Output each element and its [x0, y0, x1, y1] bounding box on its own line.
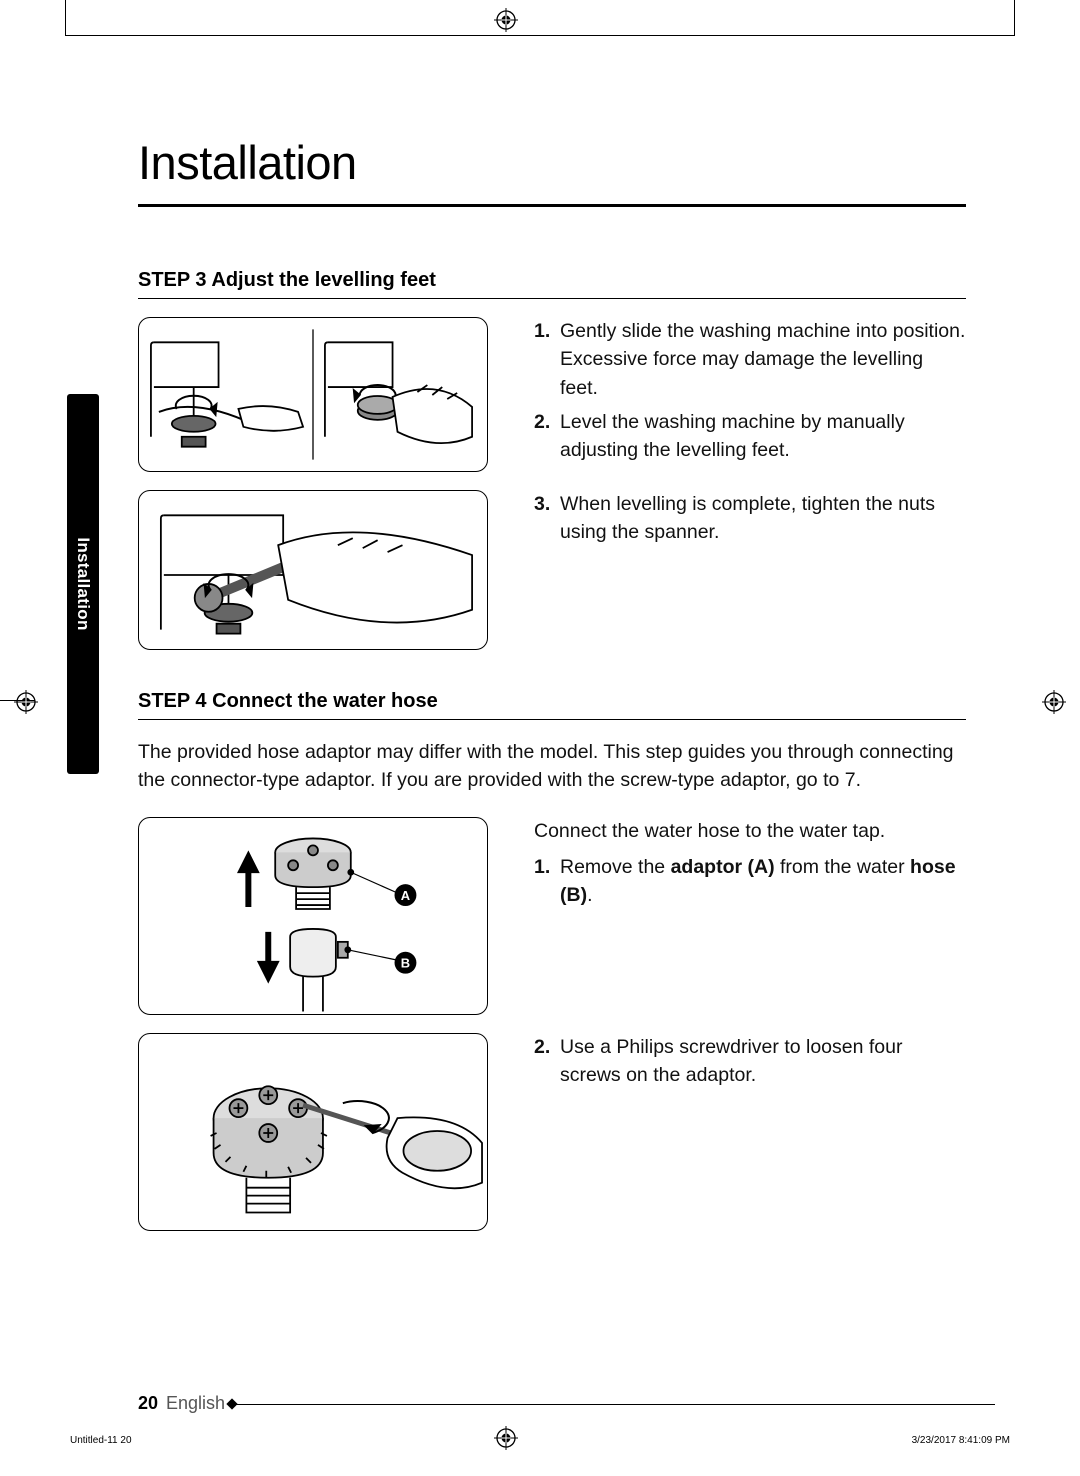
step3-illustration-2	[138, 490, 488, 650]
step4-title: Connect the water hose	[212, 690, 438, 712]
step4-illustration-2	[138, 1033, 488, 1231]
step3-text-2: 3.When levelling is complete, tighten th…	[534, 490, 966, 650]
registration-mark-icon	[1042, 690, 1066, 714]
registration-mark-icon	[494, 1426, 518, 1450]
screwdriver-adaptor-diagram-icon	[139, 1033, 487, 1231]
label-a: A	[401, 888, 410, 903]
footer-rule	[236, 1404, 995, 1405]
step3-row2: 3.When levelling is complete, tighten th…	[138, 490, 966, 650]
step4-text-2: 2.Use a Philips screwdriver to loosen fo…	[534, 1033, 966, 1231]
step4-heading: STEP 4 Connect the water hose	[138, 690, 966, 720]
page-number: 20	[138, 1393, 158, 1414]
content-area: Installation STEP 3 Adjust the levelling…	[138, 135, 966, 1249]
crop-mark	[1014, 0, 1015, 35]
print-meta-left: Untitled-11 20	[70, 1435, 132, 1446]
registration-mark-icon	[14, 690, 38, 714]
step4-row1: A B Connect the water hose to the water …	[138, 817, 966, 1015]
crop-mark	[65, 35, 1015, 36]
step3-title: Adjust the levelling feet	[211, 269, 435, 291]
step4-text-1: Connect the water hose to the water tap.…	[534, 817, 966, 1015]
section-tab: Installation	[67, 394, 99, 774]
step4-prefix: STEP 4	[138, 690, 207, 712]
step3-text-1: 1.Gently slide the washing machine into …	[534, 317, 966, 472]
section-tab-label: Installation	[73, 537, 93, 630]
step4-item1-text: Remove the adaptor (A) from the water ho…	[560, 856, 956, 906]
label-b: B	[401, 955, 410, 970]
step3-prefix: STEP 3	[138, 269, 207, 291]
print-meta-right: 3/23/2017 8:41:09 PM	[912, 1435, 1010, 1446]
step3-row1: 1.Gently slide the washing machine into …	[138, 317, 966, 472]
footer-diamond-icon	[226, 1398, 237, 1409]
step3-illustration-1	[138, 317, 488, 472]
page-title: Installation	[138, 135, 966, 207]
step4-row2: 2.Use a Philips screwdriver to loosen fo…	[138, 1033, 966, 1231]
page: Installation Installation STEP 3 Adjust …	[0, 0, 1080, 1476]
step4-illustration-1: A B	[138, 817, 488, 1015]
tighten-nuts-diagram-icon	[139, 490, 487, 650]
list-item: 2.Use a Philips screwdriver to loosen fo…	[560, 1033, 966, 1090]
list-item: 3.When levelling is complete, tighten th…	[560, 490, 966, 547]
crop-mark	[65, 0, 66, 35]
list-item: 2.Level the washing machine by manually …	[560, 408, 966, 465]
footer-language: English	[166, 1393, 225, 1414]
step4-intro: The provided hose adaptor may differ wit…	[138, 738, 966, 795]
registration-mark-icon	[494, 8, 518, 32]
hose-adaptor-diagram-icon: A B	[139, 817, 487, 1015]
levelling-feet-diagram-icon	[139, 317, 487, 472]
step3-heading: STEP 3 Adjust the levelling feet	[138, 269, 966, 299]
list-item: 1.Remove the adaptor (A) from the water …	[560, 853, 966, 910]
list-item: 1.Gently slide the washing machine into …	[560, 317, 966, 402]
step4-lead: Connect the water hose to the water tap.	[534, 817, 966, 845]
